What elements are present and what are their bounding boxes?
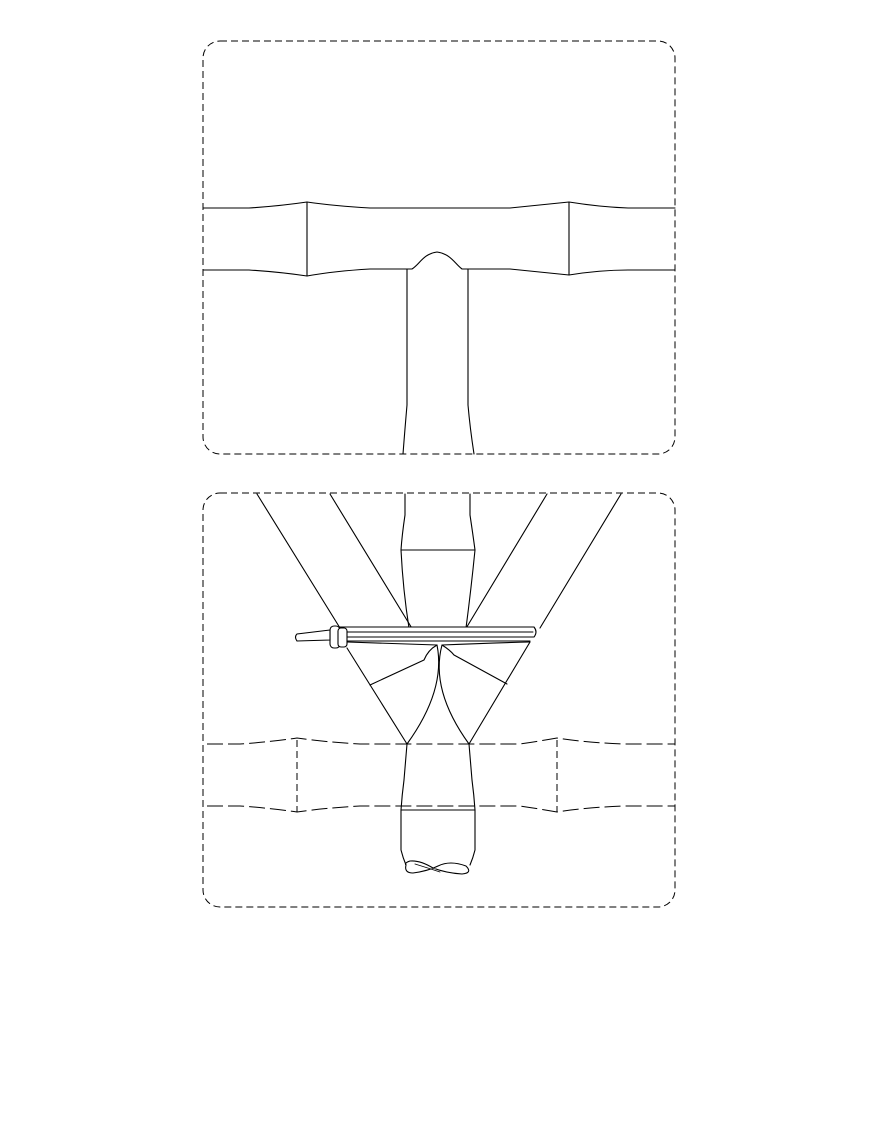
panel-1-frame (202, 40, 676, 455)
right-lobe-top (441, 641, 531, 646)
left-lobe-curve (369, 644, 438, 686)
lower-branch-left-edge (400, 743, 408, 866)
branch-tube-left-edge (402, 268, 408, 455)
right-strip-inner-edge (464, 493, 548, 631)
right-strip-outer-edge (539, 493, 622, 629)
right-lobe-outline (468, 641, 531, 745)
left-lobe-fold (406, 644, 440, 745)
tie-loose-end (294, 629, 331, 642)
left-strip-outer-edge (256, 493, 341, 629)
panel-1 (202, 40, 676, 455)
panel-2 (202, 492, 676, 908)
branch-cut-end (404, 860, 470, 875)
left-lobe-top (346, 641, 438, 646)
right-lobe-curve (441, 644, 508, 685)
hidden-main-tube-bottom (207, 805, 675, 813)
upper-branch-right-edge (465, 493, 476, 629)
branch-tube-right-edge (467, 268, 475, 455)
main-tube-top-edge (202, 201, 676, 209)
left-strip-inner-edge (329, 493, 414, 631)
branch-cut-inner (414, 863, 441, 873)
panel-2-frame (202, 492, 676, 908)
hidden-main-tube-top (207, 737, 675, 745)
right-lobe-fold (438, 644, 470, 745)
upper-branch-left-edge (400, 493, 410, 629)
left-lobe-outline (346, 647, 408, 745)
tie-knot-inner (337, 627, 348, 648)
lower-branch-right-edge (468, 743, 476, 866)
main-tube-bottom-edge (202, 251, 676, 277)
